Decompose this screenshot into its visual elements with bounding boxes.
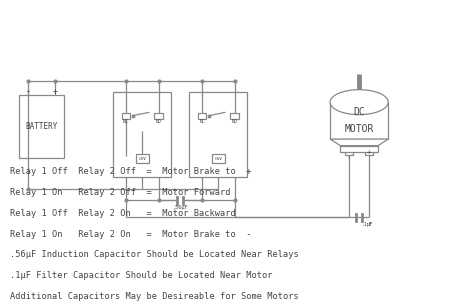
Text: NC: NC <box>199 119 205 124</box>
Text: .1μF Filter Capacitor Should be Located Near Motor: .1μF Filter Capacitor Should be Located … <box>10 271 273 280</box>
Bar <box>19 95 64 157</box>
Bar <box>113 92 171 177</box>
Text: +: + <box>53 87 58 96</box>
Text: BATTERY: BATTERY <box>26 122 58 131</box>
Text: DC: DC <box>353 107 365 117</box>
Text: NO: NO <box>156 119 162 124</box>
Text: .56μF: .56μF <box>172 205 188 210</box>
Bar <box>340 146 378 152</box>
Bar <box>189 92 248 177</box>
Bar <box>365 150 373 155</box>
Bar <box>345 150 353 155</box>
Text: NO: NO <box>232 119 238 124</box>
Text: COV: COV <box>214 157 222 161</box>
Bar <box>330 102 388 139</box>
Ellipse shape <box>330 90 388 115</box>
Text: .¹F: .¹F <box>364 222 373 227</box>
Text: Relay 1 Off  Relay 2 On   =  Motor Backward: Relay 1 Off Relay 2 On = Motor Backward <box>10 209 236 218</box>
Bar <box>198 113 207 119</box>
Bar <box>154 113 163 119</box>
Polygon shape <box>330 139 388 146</box>
Text: .56μF Induction Capacitor Should be Located Near Relays: .56μF Induction Capacitor Should be Loca… <box>10 250 299 259</box>
Text: -: - <box>26 87 31 96</box>
Text: Relay 1 On   Relay 2 On   =  Motor Brake to  -: Relay 1 On Relay 2 On = Motor Brake to - <box>10 230 252 239</box>
Bar <box>122 113 130 119</box>
Text: -: - <box>347 154 351 160</box>
Text: Relay 1 On   Relay 2 Off  =  Motor Forward: Relay 1 On Relay 2 Off = Motor Forward <box>10 188 231 197</box>
Text: COV: COV <box>138 157 146 161</box>
Bar <box>135 154 149 163</box>
Text: .1μF: .1μF <box>361 222 373 227</box>
Text: +: + <box>367 149 371 155</box>
Text: Relay 1 Off  Relay 2 Off  =  Motor Brake to  +: Relay 1 Off Relay 2 Off = Motor Brake to… <box>10 167 252 176</box>
Text: NC: NC <box>123 119 129 124</box>
Text: MOTOR: MOTOR <box>345 124 374 134</box>
Text: Additional Capacitors May be Desireable for Some Motors: Additional Capacitors May be Desireable … <box>10 292 299 301</box>
Bar <box>212 154 225 163</box>
Bar <box>230 113 239 119</box>
